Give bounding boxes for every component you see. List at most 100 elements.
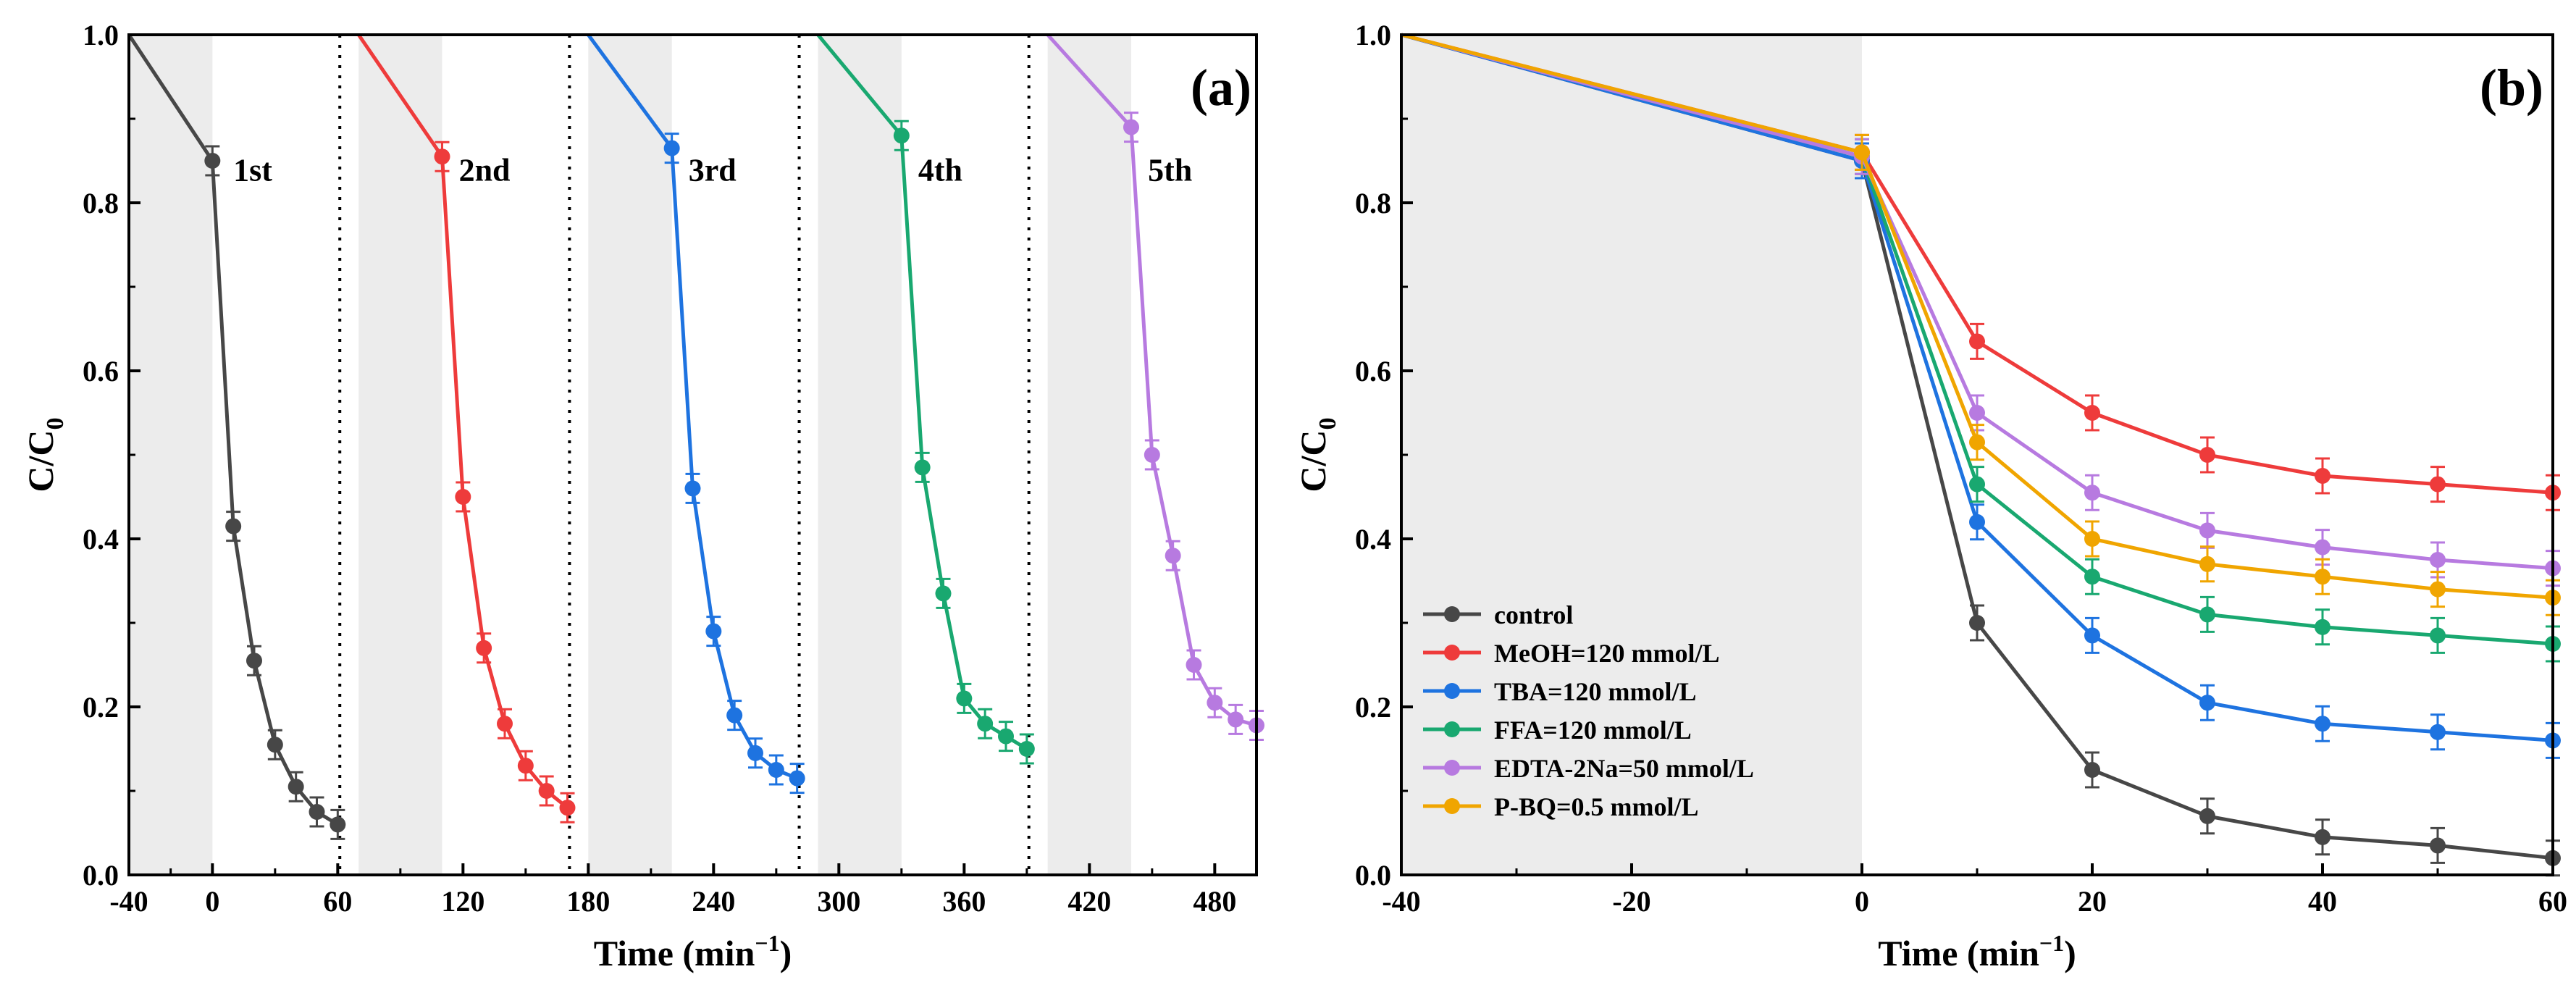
cycle-label: 5th: [1148, 153, 1192, 188]
data-point: [2315, 539, 2330, 556]
data-point: [538, 783, 555, 799]
data-point: [935, 585, 952, 602]
series-line-p-bq-0-5-mmol-l: [1401, 33, 2554, 600]
data-point: [1969, 514, 1985, 530]
y-tick-label: 1.0: [1355, 19, 1391, 51]
data-point: [330, 816, 346, 833]
y-tick-label: 0.6: [83, 355, 119, 387]
x-axis-title-superscript: −1: [2039, 930, 2064, 956]
data-point: [893, 127, 910, 144]
dark-region-shading: [1401, 35, 1862, 875]
dark-region-shading: [358, 35, 442, 875]
data-point: [663, 140, 680, 156]
data-point: [2430, 627, 2446, 644]
x-axis-title-text: Time (min: [594, 933, 755, 973]
dark-region-shading: [818, 35, 902, 875]
data-point: [288, 779, 304, 795]
data-point: [1186, 657, 1202, 673]
data-point: [705, 623, 722, 640]
x-tick-label: 180: [566, 885, 610, 918]
data-point: [2430, 581, 2446, 598]
y-axis-title: C/C0: [1293, 417, 1341, 492]
x-tick-label: -40: [109, 885, 148, 918]
data-point: [246, 653, 262, 669]
data-point: [1969, 476, 1985, 492]
legend-label: P-BQ=0.5 mmol/L: [1494, 792, 1699, 821]
data-point: [267, 737, 283, 753]
x-axis-title-close: ): [2064, 933, 2076, 973]
data-point: [517, 758, 534, 774]
data-point: [2084, 627, 2100, 644]
data-point: [2315, 569, 2330, 585]
legend-marker: [1444, 721, 1460, 737]
data-point: [2084, 485, 2100, 501]
data-point: [1854, 144, 1870, 161]
data-point: [789, 770, 805, 787]
series-line-tba-120-mmol-l: [1401, 33, 2554, 742]
x-axis-title: Time (min−1): [1878, 930, 2076, 973]
data-point: [2199, 808, 2215, 824]
panel-label: (a): [1191, 59, 1251, 117]
data-point: [2315, 829, 2330, 845]
data-point: [2315, 468, 2330, 484]
data-point: [309, 804, 325, 820]
legend-marker: [1444, 760, 1460, 776]
x-tick-label: 60: [323, 885, 352, 918]
y-tick-label: 0.8: [83, 187, 119, 219]
data-point: [2084, 569, 2100, 585]
panel-label: (b): [2480, 59, 2543, 117]
x-tick-label: 480: [1193, 885, 1236, 918]
data-point: [2315, 716, 2330, 732]
x-tick-label: 0: [205, 885, 219, 918]
data-point: [497, 716, 513, 732]
x-tick-label: 20: [2078, 885, 2107, 918]
dark-region-shading: [1047, 35, 1131, 875]
legend: control MeOH=120 mmol/L TBA=120 mmol/L FFA=…: [1423, 600, 1754, 821]
legend-label: FFA=120 mmol/L: [1494, 716, 1692, 745]
y-axis-title-text: C/C: [1293, 429, 1333, 492]
data-point: [1207, 695, 1223, 711]
y-axis-title-text: C/C: [20, 429, 61, 492]
x-axis-title-superscript: −1: [755, 930, 779, 956]
data-point: [914, 459, 931, 476]
data-point: [2199, 522, 2215, 539]
data-point: [434, 148, 450, 165]
data-point: [768, 762, 784, 778]
data-point: [998, 728, 1014, 745]
y-tick-label: 0.0: [83, 859, 119, 892]
x-axis-title-close: ): [780, 933, 792, 973]
data-point: [1144, 447, 1160, 463]
dark-region-shading: [129, 35, 213, 875]
data-point: [684, 480, 701, 497]
data-point: [2199, 447, 2215, 463]
dark-region-shading: [588, 35, 672, 875]
y-tick-label: 0.0: [1355, 859, 1391, 892]
legend-label: MeOH=120 mmol/L: [1494, 639, 1719, 668]
data-point: [476, 640, 492, 656]
data-point: [956, 690, 973, 707]
legend-label: control: [1494, 600, 1573, 629]
cycle-label: 4th: [918, 153, 962, 188]
data-point: [726, 707, 743, 724]
y-tick-label: 0.2: [1355, 691, 1391, 724]
data-point: [1969, 405, 1985, 421]
y-tick-label: 0.8: [1355, 187, 1391, 219]
legend-marker: [1444, 606, 1460, 622]
data-point: [2430, 724, 2446, 740]
x-axis-title-text: Time (min: [1878, 933, 2039, 973]
series-line-meoh-120-mmol-l: [1401, 33, 2554, 495]
y-axis-title-subscript: 0: [42, 417, 69, 429]
panel-a-chart: 1st 2nd 3rd 4th 5th -40 0 60 120 180 240 300 360 420 4…: [20, 19, 1264, 973]
data-point: [747, 745, 763, 761]
data-point: [2430, 476, 2446, 492]
x-tick-label: 300: [817, 885, 860, 918]
cycle-label: 3rd: [689, 153, 737, 188]
cycle-label: 2nd: [459, 153, 511, 188]
x-tick-label: 360: [942, 885, 986, 918]
y-tick-label: 0.4: [1355, 523, 1391, 556]
panel-b-chart: -40 -20 0 20 40 60 0.0 0.2 0.4 0.6 0.8 1.0 Time (min…: [1293, 19, 2567, 973]
legend-marker: [1444, 683, 1460, 699]
series-line-ffa-120-mmol-l: [1401, 33, 2554, 646]
